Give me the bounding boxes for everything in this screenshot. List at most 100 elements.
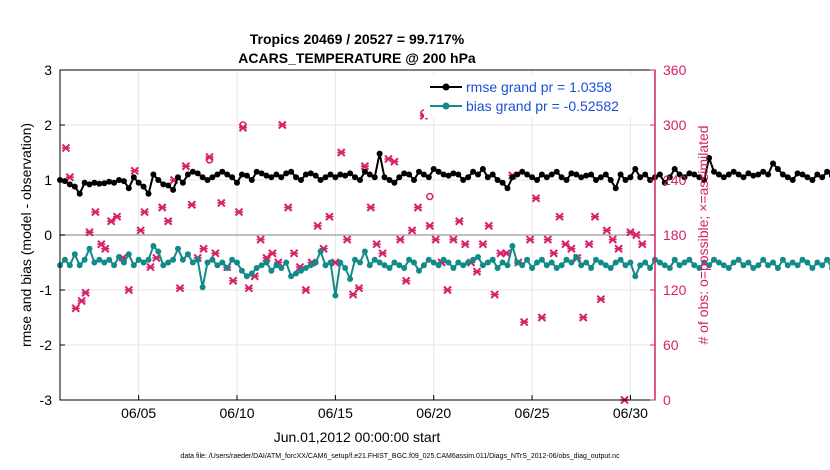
bias-point-154 [814, 259, 821, 266]
bias-point-82 [460, 262, 467, 269]
bias-point-45 [278, 265, 285, 271]
bias-point-108 [588, 265, 595, 271]
rmse-point-26 [184, 171, 191, 178]
bias-point-112 [607, 265, 614, 271]
obs-assimilated-marker-10 [112, 212, 122, 221]
obs-assimilated-marker-18 [158, 203, 167, 212]
rmse-point-102 [558, 174, 565, 181]
bias-point-55 [327, 259, 334, 266]
obs-assimilated-marker-65 [431, 235, 440, 244]
x-axis-label: Jun.01,2012 00:00:00 start [274, 429, 441, 445]
bias-point-103 [563, 256, 570, 263]
bias-point-21 [160, 262, 167, 269]
rmse-point-33 [219, 168, 226, 175]
rmse-point-45 [278, 174, 285, 181]
bias-point-43 [268, 267, 275, 274]
bias-point-125 [671, 256, 678, 263]
y-left-tick-label-0: -3 [40, 392, 53, 408]
bias-point-7 [91, 259, 98, 266]
y-left-tick-label-5: 2 [44, 117, 52, 133]
y-right-tick-label-0: 0 [663, 392, 671, 408]
rmse-point-156 [824, 168, 830, 175]
rmse-point-147 [779, 171, 786, 178]
bias-point-97 [534, 259, 540, 266]
rmse-point-67 [386, 177, 393, 183]
bias-point-75 [425, 256, 432, 263]
bias-point-127 [681, 259, 688, 266]
rmse-point-87 [484, 174, 491, 181]
rmse-point-145 [770, 160, 776, 167]
obs-assimilated-marker-39 [278, 120, 287, 130]
rmse-point-15 [130, 174, 137, 181]
bias-point-88 [489, 256, 496, 263]
rmse-point-25 [179, 179, 186, 186]
obs-assimilated-marker-91 [584, 239, 594, 249]
bias-point-53 [317, 248, 324, 255]
rmse-point-114 [617, 171, 624, 178]
y-left-tick-label-4: 1 [44, 172, 52, 188]
rmse-point-28 [194, 170, 201, 177]
rmse-point-24 [175, 174, 181, 181]
bias-point-57 [337, 259, 344, 266]
obs-assimilated-marker-45 [313, 221, 322, 231]
rmse-point-39 [248, 177, 255, 183]
obs-assimilated-marker-92 [590, 212, 600, 221]
bias-point-74 [420, 262, 427, 269]
bias-point-54 [322, 262, 329, 269]
series-lines [57, 150, 830, 299]
rmse-point-151 [799, 171, 806, 178]
obs-assimilated-marker-86 [555, 212, 564, 221]
rmse-point-92 [509, 174, 516, 181]
rmse-point-98 [538, 171, 545, 178]
bias-point-130 [696, 265, 703, 271]
rmse-point-77 [435, 168, 442, 175]
rmse-point-14 [125, 185, 132, 192]
bias-point-63 [366, 262, 373, 269]
x-tick-label-3: 06/20 [416, 405, 451, 421]
obs-assimilated-marker-61 [407, 226, 417, 235]
obs-assimilated-marker-54 [366, 203, 375, 212]
y-right-tick-label-3: 180 [663, 227, 687, 243]
obs-assimilated-marker-75 [490, 290, 499, 299]
rmse-point-141 [750, 172, 757, 179]
legend-bias-label: bias grand pr = -0.52582 [466, 98, 619, 114]
bias-point-105 [573, 254, 580, 260]
bias-point-62 [361, 248, 368, 255]
bias-point-3 [71, 251, 78, 258]
bias-point-12 [116, 254, 122, 260]
obs-possible-marker-3 [205, 156, 214, 164]
bias-point-16 [135, 256, 142, 263]
legend-bias-marker [442, 102, 450, 110]
bias-point-76 [430, 259, 437, 266]
rmse-point-143 [760, 168, 767, 175]
obs-assimilated-marker-3 [77, 296, 86, 306]
bias-point-39 [248, 270, 255, 277]
bias-point-23 [170, 256, 177, 263]
obs-assimilated-marker-19 [163, 217, 173, 226]
rmse-point-16 [135, 179, 142, 186]
rmse-point-49 [298, 177, 304, 183]
rmse-point-116 [627, 174, 634, 181]
rmse-point-79 [445, 172, 452, 179]
rmse-point-155 [819, 174, 826, 181]
obs-assimilated-marker-58 [390, 157, 399, 166]
bias-point-4 [76, 262, 83, 269]
x-tick-label-2: 06/15 [318, 405, 353, 421]
bias-point-144 [765, 262, 772, 269]
bias-point-31 [209, 256, 216, 263]
obs-assimilated-marker-43 [301, 285, 311, 295]
obs-assimilated-marker-15 [140, 207, 149, 217]
rmse-point-17 [140, 183, 147, 190]
rmse-point-61 [357, 177, 363, 183]
chart-title-line-1: Tropics 20469 / 20527 = 99.717% [250, 31, 465, 47]
bias-point-129 [691, 262, 698, 269]
bias-point-109 [593, 256, 599, 263]
obs-assimilated-marker-30 [228, 276, 238, 286]
obs-assimilated-marker-33 [244, 283, 254, 293]
rmse-point-32 [214, 171, 221, 178]
obs-assimilated-marker-56 [378, 249, 387, 258]
obs-assimilated-marker-72 [472, 267, 482, 276]
obs-possible-marker-2 [426, 192, 434, 201]
bias-point-49 [298, 267, 304, 274]
bias-point-145 [770, 259, 776, 266]
